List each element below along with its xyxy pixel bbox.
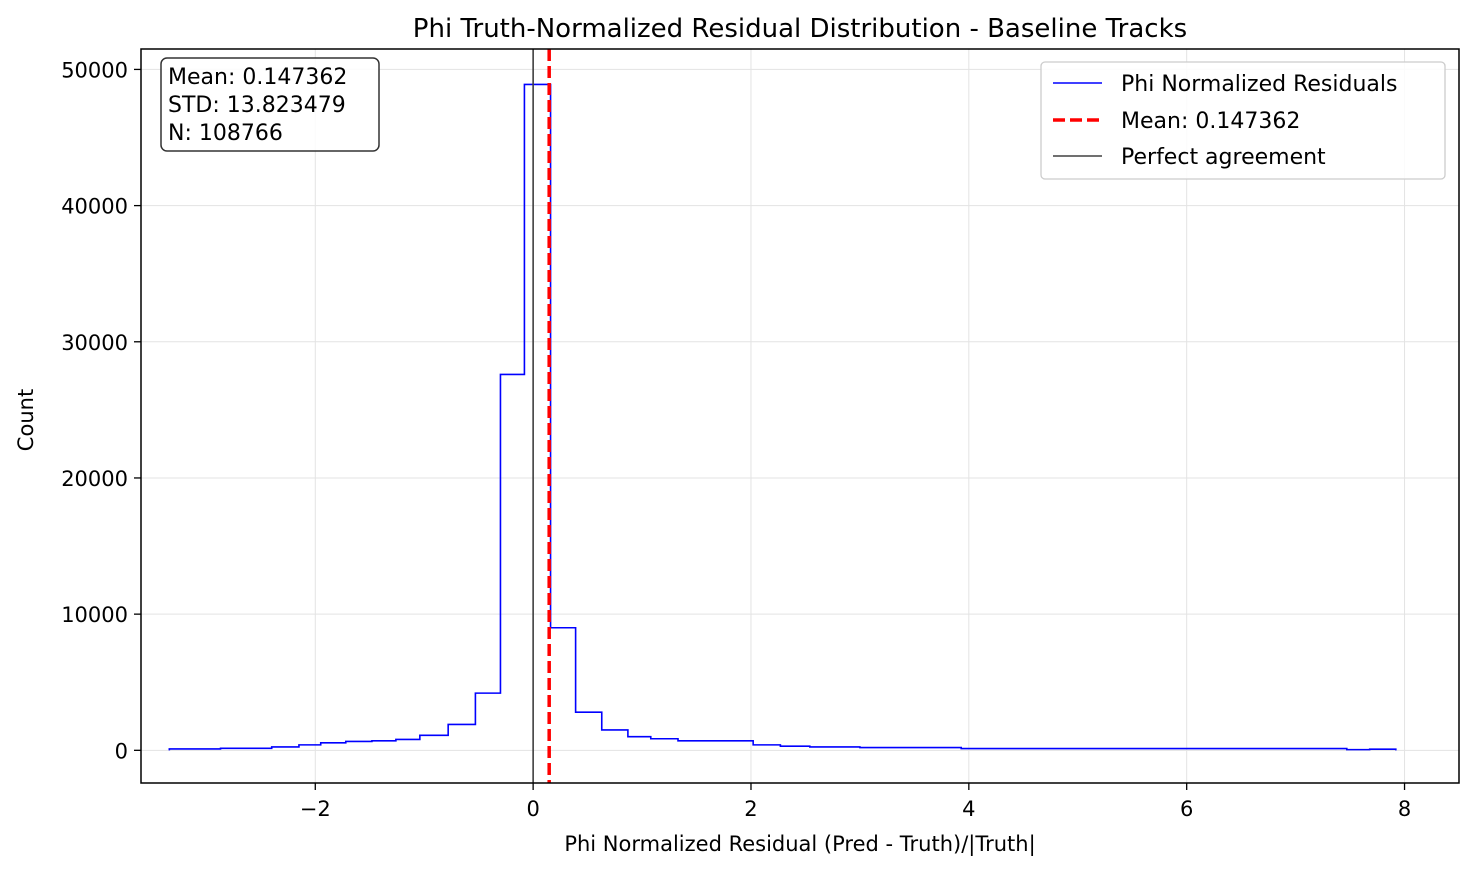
x-axis-label: Phi Normalized Residual (Pred - Truth)/|…	[564, 832, 1035, 857]
stats-mean: Mean: 0.147362	[168, 65, 347, 90]
x-tick-label: 4	[962, 797, 975, 821]
chart-title: Phi Truth-Normalized Residual Distributi…	[413, 14, 1187, 44]
plot-layer	[168, 49, 1397, 783]
y-tick-label: 10000	[61, 603, 128, 627]
stats-box-frame	[160, 57, 380, 152]
stats-std: STD: 13.823479	[168, 93, 346, 118]
y-axis-label: Count	[14, 389, 38, 451]
x-tick-label: 6	[1180, 797, 1193, 821]
legend: Phi Normalized Residuals Mean: 0.147362 …	[1040, 61, 1446, 180]
y-tick-label: 30000	[61, 331, 128, 355]
x-tick-label: −2	[300, 797, 331, 821]
legend-label-mean: Mean: 0.147362	[1121, 109, 1300, 134]
y-tick-label: 50000	[61, 58, 128, 82]
legend-label-histogram: Phi Normalized Residuals	[1121, 72, 1397, 97]
y-tick-label: 40000	[61, 195, 128, 219]
grid-layer	[141, 49, 1459, 783]
stats-box: Mean: 0.147362 STD: 13.823479 N: 108766	[160, 57, 380, 152]
ticks-layer: −2 0 2 4 6 8 0 10000 20000 30000 40000 50000	[61, 58, 1411, 821]
y-tick-label: 20000	[61, 467, 128, 491]
x-tick-label: 8	[1398, 797, 1411, 821]
legend-frame	[1040, 61, 1446, 180]
stats-n: N: 108766	[168, 121, 283, 146]
x-tick-label: 0	[526, 797, 539, 821]
legend-label-perfect-agreement: Perfect agreement	[1121, 145, 1326, 170]
plot-frame	[140, 48, 1460, 784]
y-tick-label: 0	[115, 739, 128, 763]
x-tick-label: 2	[744, 797, 757, 821]
